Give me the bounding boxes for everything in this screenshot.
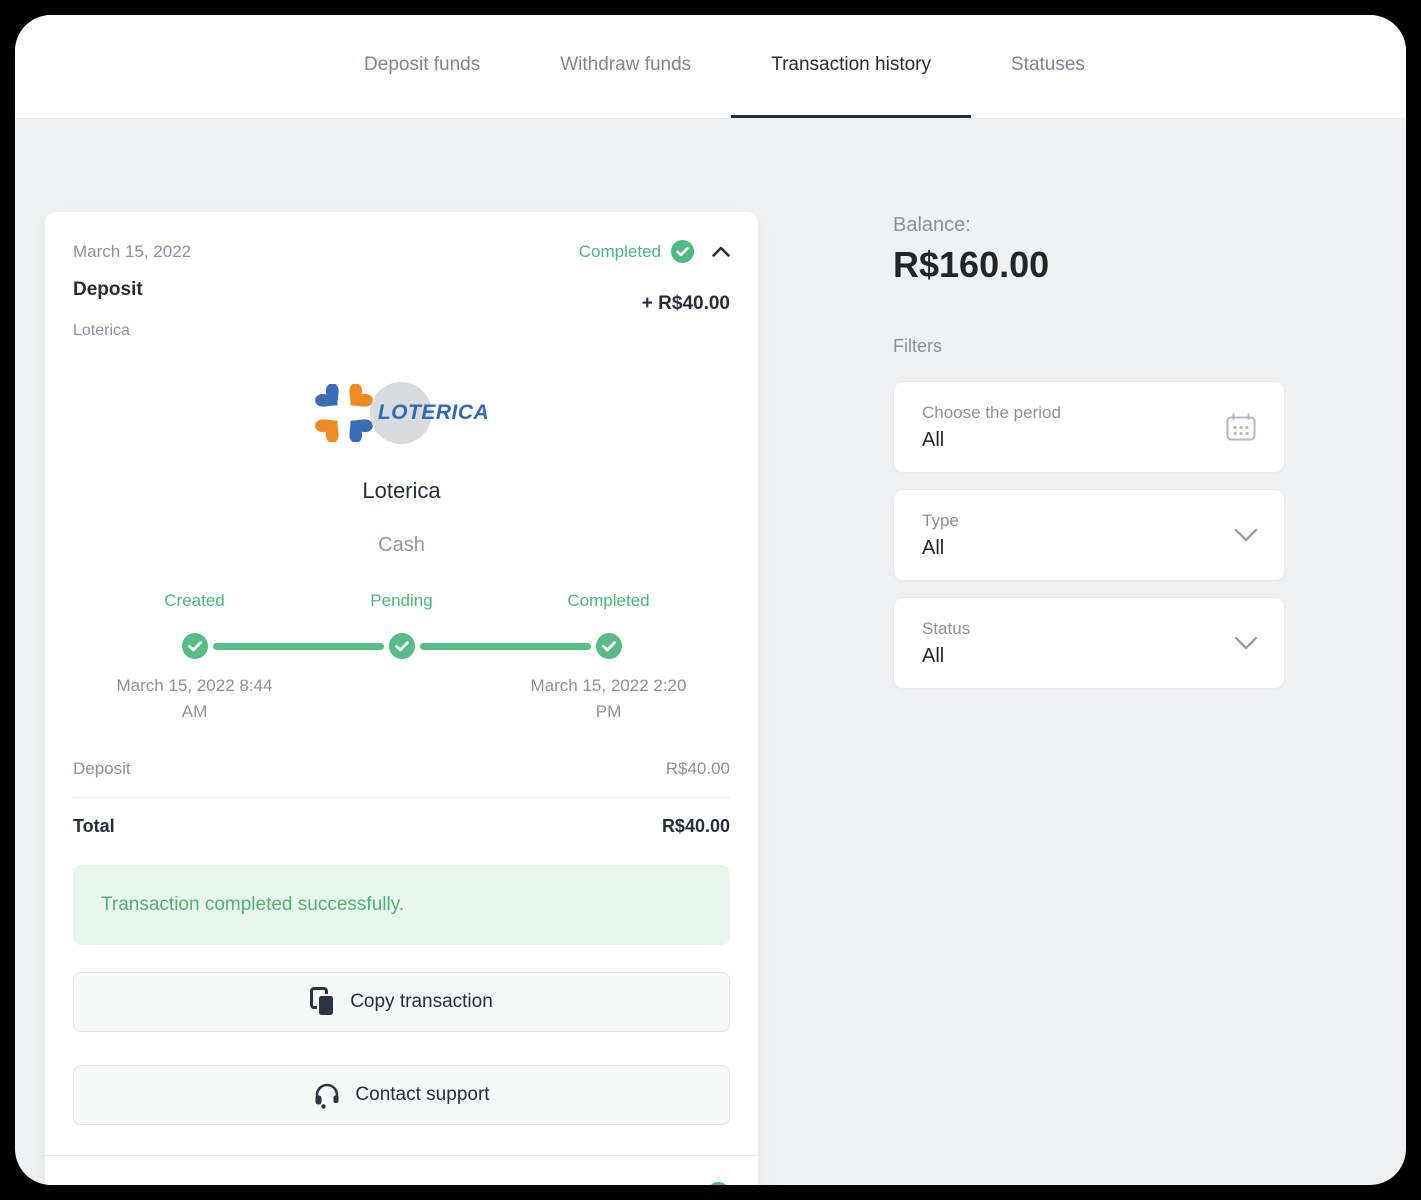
total-value: R$40.00 <box>661 816 730 836</box>
timeline-step-completed-label: Completed <box>567 591 650 610</box>
transaction-method: Loterica <box>73 322 130 339</box>
divider <box>45 1155 758 1156</box>
calendar-icon[interactable] <box>1224 411 1258 443</box>
deposit-amount-row: Deposit R$40.00 <box>73 759 730 798</box>
timeline-step-created-label: Created <box>164 591 225 610</box>
next-status-badge: Completed <box>615 1184 697 1186</box>
filter-type-texts: Type All <box>922 511 959 560</box>
status-badge: Completed <box>578 241 661 261</box>
filter-period-texts: Choose the period All <box>922 403 1061 452</box>
transaction-amount: + R$40.00 <box>641 293 730 314</box>
timeline-bar <box>181 633 622 659</box>
check-circle-icon <box>707 1182 730 1185</box>
headset-icon <box>313 1081 341 1109</box>
next-transaction-header[interactable]: March 15, 2022 Completed <box>73 1156 730 1185</box>
timeline-created-date: March 15, 2022 8:44 AM <box>116 676 273 722</box>
timeline-step-pending-label: Pending <box>370 591 433 610</box>
success-message-text: Transaction completed successfully. <box>101 894 405 915</box>
chevron-down-icon[interactable] <box>1234 528 1258 542</box>
status-timeline: Created Pending Completed March 15, 2022… <box>117 591 687 735</box>
tab-withdraw-funds[interactable]: Withdraw funds <box>560 54 692 75</box>
timeline-segment <box>419 642 591 650</box>
provider-name: Loterica <box>362 478 441 503</box>
contact-support-label: Contact support <box>355 1084 490 1105</box>
payment-type: Cash <box>378 534 425 556</box>
tab-statuses[interactable]: Statuses <box>1011 54 1085 75</box>
deposit-row-label: Deposit <box>73 759 131 778</box>
total-row: Total R$40.00 <box>73 798 730 837</box>
sidebar-panel: Balance: R$160.00 Filters Choose the per… <box>893 214 1285 689</box>
transaction-type: Deposit <box>73 279 143 300</box>
next-status-group: Completed <box>615 1182 730 1185</box>
filters-label: Filters <box>893 336 942 356</box>
total-label: Total <box>73 816 115 836</box>
collapse-chevron-icon[interactable] <box>712 246 730 257</box>
copy-transaction-label: Copy transaction <box>350 991 493 1012</box>
filter-period-value: All <box>922 428 945 451</box>
timeline-labels: Created Pending Completed <box>164 591 649 613</box>
filter-period-label: Choose the period <box>922 402 1061 422</box>
transaction-card: March 15, 2022 Completed Deposit + R$40.… <box>45 212 758 1185</box>
filter-type[interactable]: Type All <box>893 489 1285 581</box>
timeline-completed-date: March 15, 2022 2:20 PM <box>530 676 687 722</box>
success-message: Transaction completed successfully. <box>73 865 730 945</box>
filter-status-value: All <box>922 644 945 667</box>
provider-logo-badge: LOTERICA <box>369 382 490 444</box>
timeline-check-icon <box>595 633 622 659</box>
logo-circle <box>369 382 432 444</box>
copy-transaction-button[interactable]: Copy transaction <box>73 972 730 1032</box>
status-group: Completed <box>579 240 730 263</box>
filter-period[interactable]: Choose the period All <box>893 381 1285 473</box>
transaction-date: March 15, 2022 <box>73 241 192 261</box>
filter-type-label: Type <box>922 510 959 530</box>
app-window: Deposit funds Withdraw funds Transaction… <box>15 15 1406 1185</box>
transaction-summary-row: Deposit + R$40.00 <box>73 279 730 315</box>
timeline-dates: March 15, 2022 8:44 AM March 15, 2022 2:… <box>117 673 687 735</box>
deposit-row-value: R$40.00 <box>665 759 730 778</box>
filter-status[interactable]: Status All <box>893 597 1285 689</box>
tab-transaction-history[interactable]: Transaction history <box>731 15 971 118</box>
timeline-segment <box>212 642 384 650</box>
filter-type-value: All <box>922 536 945 559</box>
filter-status-label: Status <box>922 618 971 638</box>
balance-value: R$160.00 <box>893 244 1050 285</box>
tab-deposit-funds[interactable]: Deposit funds <box>364 54 481 75</box>
provider-logo: LOTERICA <box>73 380 730 446</box>
transaction-header: March 15, 2022 Completed <box>73 212 730 263</box>
balance-label: Balance: <box>893 214 971 236</box>
next-transaction-date: March 15, 2022 <box>73 1184 191 1186</box>
clover-hearts-icon <box>314 384 374 442</box>
check-circle-icon <box>671 240 694 263</box>
filter-status-texts: Status All <box>922 619 970 668</box>
timeline-check-icon <box>181 633 208 659</box>
contact-support-button[interactable]: Contact support <box>73 1065 730 1125</box>
tab-bar: Deposit funds Withdraw funds Transaction… <box>15 15 1406 119</box>
chevron-down-icon[interactable] <box>1234 636 1258 650</box>
timeline-check-icon <box>388 633 415 659</box>
copy-icon <box>310 987 336 1017</box>
provider-logo-text: LOTERICA <box>377 401 490 424</box>
